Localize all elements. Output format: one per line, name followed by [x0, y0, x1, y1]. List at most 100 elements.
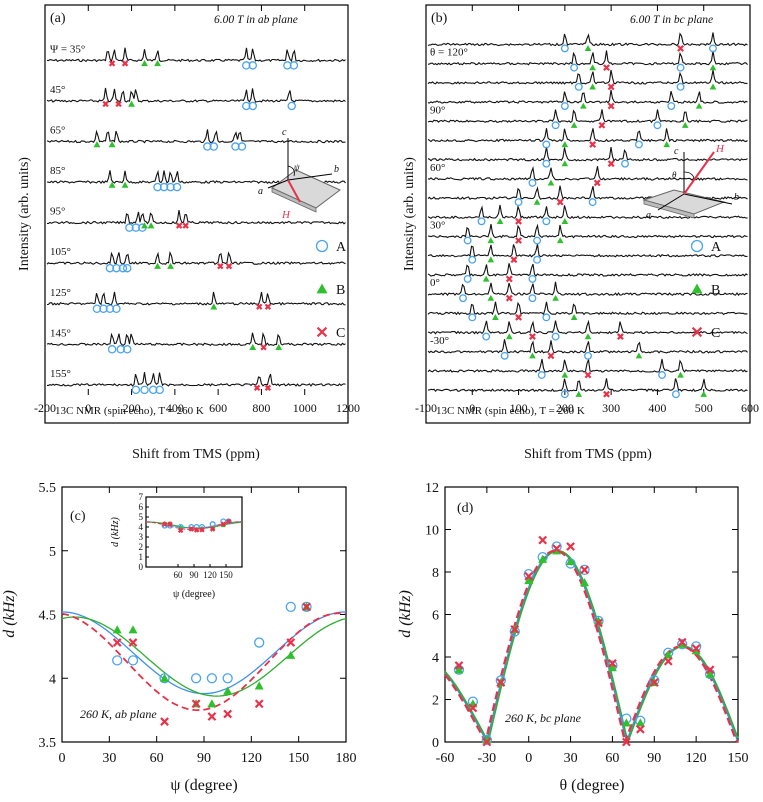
- marker-A: [248, 101, 258, 111]
- marker-C: [505, 275, 513, 283]
- x-tick-label: 1200: [336, 401, 360, 415]
- marker-C: [566, 542, 575, 551]
- marker-B: [570, 121, 578, 128]
- marker-B: [454, 665, 464, 674]
- marker-C: [496, 678, 506, 687]
- marker-A: [166, 182, 175, 192]
- marker-A: [209, 142, 219, 151]
- x-tick-label: 120: [686, 751, 707, 766]
- marker-B: [154, 60, 161, 67]
- marker-C: [691, 644, 701, 653]
- svg-text:a: a: [646, 210, 651, 221]
- svg-text:a: a: [258, 186, 263, 197]
- marker-C: [253, 384, 261, 392]
- legend-label-C: C: [711, 326, 720, 341]
- marker-C: [622, 737, 631, 747]
- marker-B: [141, 60, 148, 67]
- marker-C: [598, 121, 606, 129]
- marker-A: [463, 236, 472, 245]
- marker-C: [207, 712, 217, 721]
- legend-label-B: B: [711, 283, 720, 298]
- marker-A: [560, 44, 569, 53]
- inset-y-tick-label: 3: [139, 532, 144, 542]
- marker-C: [112, 638, 122, 647]
- svg-text:θ: θ: [672, 170, 677, 180]
- marker-C: [580, 565, 589, 575]
- marker-A: [131, 385, 141, 395]
- marker-A: [537, 371, 546, 379]
- panel-a-title: 6.00 T in ab plane: [214, 14, 298, 26]
- panel-a-legend: A B C: [315, 239, 347, 341]
- spectrum-trace: [46, 47, 346, 63]
- trace-angle-label: 30°: [430, 220, 445, 232]
- x-tick-label: 600: [741, 401, 759, 415]
- marker-C: [607, 102, 615, 110]
- marker-C: [223, 709, 233, 719]
- marker-C: [260, 344, 267, 351]
- marker-C: [515, 237, 522, 244]
- marker-A: [155, 385, 164, 395]
- marker-B: [635, 352, 643, 359]
- marker-A: [107, 345, 117, 354]
- svg-text:b: b: [734, 192, 739, 203]
- marker-C: [176, 222, 183, 229]
- marker-B: [482, 275, 490, 282]
- marker-B: [691, 283, 703, 294]
- marker-A: [533, 236, 542, 245]
- marker-C: [193, 527, 200, 533]
- marker-C: [705, 665, 715, 675]
- trace-angle-label: Ψ = 35°: [50, 43, 85, 55]
- marker-A: [551, 121, 560, 130]
- marker-A: [459, 294, 467, 303]
- marker-C: [286, 638, 296, 647]
- marker-C: [515, 217, 522, 225]
- spectrum-trace: [46, 291, 346, 306]
- marker-B: [607, 663, 617, 672]
- x-tick-label: 120: [241, 751, 262, 766]
- marker-B: [487, 256, 495, 263]
- marker-A: [231, 142, 240, 151]
- svg-text:b: b: [334, 164, 339, 175]
- marker-C: [199, 527, 205, 533]
- trace-angle-label: 60°: [430, 162, 445, 174]
- marker-C: [167, 521, 173, 527]
- marker-B: [506, 333, 513, 340]
- marker-B: [141, 222, 148, 229]
- marker-B: [695, 102, 703, 109]
- marker-A: [118, 263, 128, 273]
- x-tick-label: -100: [415, 401, 437, 415]
- marker-B: [275, 343, 283, 351]
- fit-curve-C: [61, 612, 347, 712]
- marker-B: [709, 64, 717, 71]
- marker-C: [663, 656, 673, 666]
- marker-B: [575, 390, 583, 397]
- marker-A: [289, 61, 299, 70]
- trace-angle-label: 85°: [50, 165, 65, 177]
- spectrum-trace: [427, 223, 748, 239]
- marker-C: [468, 703, 478, 713]
- marker-A: [122, 345, 132, 354]
- y-tick-label: 4.5: [39, 609, 57, 624]
- marker-A: [112, 304, 121, 313]
- inset-y-tick-label: 1: [139, 552, 144, 562]
- marker-C: [510, 256, 518, 264]
- marker-C: [254, 699, 264, 709]
- marker-B: [316, 283, 328, 294]
- panel-c-label: (c): [70, 509, 86, 524]
- svg-text:ψ: ψ: [294, 162, 300, 172]
- trace-angle-label: 125°: [50, 287, 71, 299]
- inset-fit-C: [145, 521, 242, 530]
- marker-A: [285, 601, 296, 612]
- panel-a-frame: [44, 4, 349, 424]
- marker-A: [92, 304, 102, 313]
- panel-a-label: (a): [50, 11, 66, 26]
- marker-A: [468, 313, 477, 322]
- spectrum-trace: [427, 378, 748, 393]
- marker-A: [579, 564, 590, 576]
- spectrum-trace: [427, 128, 748, 143]
- marker-B: [566, 556, 576, 565]
- marker-B: [207, 699, 217, 708]
- marker-A: [153, 182, 162, 192]
- x-tick-label: 400: [166, 401, 184, 415]
- panel-b-frame: [425, 4, 751, 424]
